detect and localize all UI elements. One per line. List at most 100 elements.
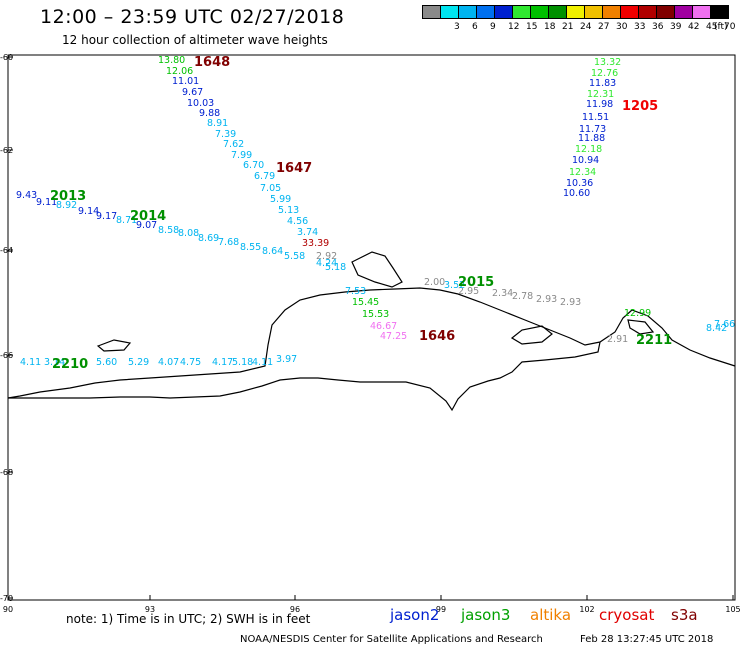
wave-height-value: 10.03 bbox=[187, 98, 214, 109]
pass-time-label: 1205 bbox=[622, 99, 658, 114]
pass-time-label: 2211 bbox=[636, 333, 672, 348]
wave-height-value: 8.71 bbox=[116, 215, 137, 226]
wave-height-value: 8.42 bbox=[706, 323, 727, 334]
wave-height-value: 5.13 bbox=[278, 205, 299, 216]
island-2 bbox=[510, 325, 553, 345]
legend-tick-label: 21 bbox=[562, 22, 574, 32]
wave-height-value: 11.51 bbox=[582, 112, 609, 123]
timestamp-text: Feb 28 13:27:45 UTC 2018 bbox=[580, 634, 714, 645]
legend-tick-label: 33 bbox=[634, 22, 646, 32]
wave-height-value: 4.07 bbox=[158, 357, 179, 368]
wave-height-value: 4.11 bbox=[252, 357, 273, 368]
wave-height-value: 7.66 bbox=[714, 319, 735, 330]
satellite-name: altika bbox=[530, 606, 572, 624]
satellite-name: s3a bbox=[671, 606, 698, 624]
map-frame bbox=[7, 54, 736, 601]
lon-label: 99 bbox=[436, 605, 446, 614]
wave-height-value: 8.69 bbox=[198, 233, 219, 244]
page-title: 12:00 – 23:59 UTC 02/27/2018 bbox=[40, 6, 345, 28]
lon-label: 105 bbox=[725, 605, 740, 614]
lon-label: 102 bbox=[579, 605, 594, 614]
lat-label: -62 bbox=[0, 146, 13, 155]
wave-height-value: 15.45 bbox=[352, 297, 379, 308]
satellite-name: jason2 bbox=[390, 606, 440, 624]
legend-tick-label: 27 bbox=[598, 22, 610, 32]
wave-height-value: 8.91 bbox=[207, 118, 228, 129]
legend-tick-label: 45 bbox=[706, 22, 718, 32]
wave-height-value: 15.53 bbox=[362, 309, 389, 320]
legend-tick-label: 42 bbox=[688, 22, 700, 32]
legend-tick-label: 6 bbox=[472, 22, 478, 32]
wave-height-value: 9.11 bbox=[36, 197, 57, 208]
page-subtitle: 12 hour collection of altimeter wave hei… bbox=[62, 33, 328, 47]
wave-height-value: 9.14 bbox=[78, 206, 99, 217]
legend-unit: (ft) bbox=[714, 22, 728, 32]
legend-tick-label: 24 bbox=[580, 22, 592, 32]
coastline-inner bbox=[8, 341, 601, 412]
legend-tick-label: 18 bbox=[544, 22, 556, 32]
wave-height-value: 10.94 bbox=[572, 155, 599, 166]
wave-height-value: 7.53 bbox=[345, 286, 366, 297]
wave-height-value: 9.88 bbox=[199, 108, 220, 119]
wave-height-value: 4.17 bbox=[212, 357, 233, 368]
wave-height-value: 9.43 bbox=[16, 190, 37, 201]
legend-tick-label: 15 bbox=[526, 22, 538, 32]
wave-height-value: 5.18 bbox=[325, 262, 346, 273]
wave-height-value: 2.93 bbox=[536, 294, 557, 305]
wave-height-value: 7.39 bbox=[215, 129, 236, 140]
lat-label: -66 bbox=[0, 351, 13, 360]
wave-height-value: 12.31 bbox=[587, 89, 614, 100]
satellite-name: cryosat bbox=[599, 606, 655, 624]
wave-height-value: 2.34 bbox=[492, 288, 513, 299]
wave-height-value: 7.05 bbox=[260, 183, 281, 194]
legend-swatch bbox=[710, 5, 729, 19]
island-1 bbox=[351, 251, 403, 288]
wave-height-value: 13.80 bbox=[158, 55, 185, 66]
pass-time-label: 2013 bbox=[50, 189, 86, 204]
wave-height-value: 6.79 bbox=[254, 171, 275, 182]
antarctic-coastline bbox=[7, 251, 736, 412]
wave-height-labels: 13.8012.0611.019.6710.039.888.917.397.62… bbox=[16, 55, 735, 372]
wave-height-value: 2.92 bbox=[316, 251, 337, 262]
graticule: -60 -62 -64 -66 -68 -70 90 93 96 99 102 105 bbox=[0, 53, 740, 614]
wave-height-value: 12.76 bbox=[591, 68, 618, 79]
wave-height-value: 5.29 bbox=[128, 357, 149, 368]
legend-tick-label: 30 bbox=[616, 22, 628, 32]
island-4 bbox=[627, 319, 655, 335]
lat-label: -64 bbox=[0, 246, 13, 255]
footer-note: note: 1) Time is in UTC; 2) SWH is in fe… bbox=[66, 612, 311, 626]
wave-height-value: 3.14 bbox=[44, 357, 65, 368]
wave-height-value: 4.24 bbox=[316, 258, 337, 269]
island-3 bbox=[96, 339, 132, 352]
wave-height-value: 10.60 bbox=[563, 188, 590, 199]
wave-height-value: 3.97 bbox=[276, 354, 297, 365]
wave-height-value: 5.99 bbox=[270, 194, 291, 205]
wave-height-value: 5.60 bbox=[96, 357, 117, 368]
wave-height-value: 4.11 bbox=[20, 357, 41, 368]
wave-height-value: 5.18 bbox=[232, 357, 253, 368]
wave-height-value: 8.92 bbox=[56, 200, 77, 211]
satellite-name: jason3 bbox=[461, 606, 511, 624]
wave-height-value: 12.34 bbox=[569, 167, 596, 178]
wave-height-value: 46.67 bbox=[370, 321, 397, 332]
pass-time-label: 1647 bbox=[276, 161, 312, 176]
wave-height-value: 9.07 bbox=[136, 220, 157, 231]
legend-tick-label: 36 bbox=[652, 22, 664, 32]
legend-tick-label: 3 bbox=[454, 22, 460, 32]
legend-tick-label: 9 bbox=[490, 22, 496, 32]
wave-height-value: 11.98 bbox=[586, 99, 613, 110]
coastline-main bbox=[7, 287, 736, 399]
lon-label: 90 bbox=[3, 605, 13, 614]
wave-height-value: 13.32 bbox=[594, 57, 621, 68]
wave-height-value: 33.39 bbox=[302, 238, 329, 249]
wave-height-value: 4.56 bbox=[287, 216, 308, 227]
wave-height-value: 12.06 bbox=[166, 66, 193, 77]
wave-height-value: 4.75 bbox=[180, 357, 201, 368]
wave-height-value: 47.25 bbox=[380, 331, 407, 342]
pass-time-label: 2015 bbox=[458, 275, 494, 290]
wave-height-value: 10.36 bbox=[566, 178, 593, 189]
wave-height-value: 2.00 bbox=[424, 277, 445, 288]
wave-height-value: 9.67 bbox=[182, 87, 203, 98]
wave-height-value: 2.93 bbox=[560, 297, 581, 308]
